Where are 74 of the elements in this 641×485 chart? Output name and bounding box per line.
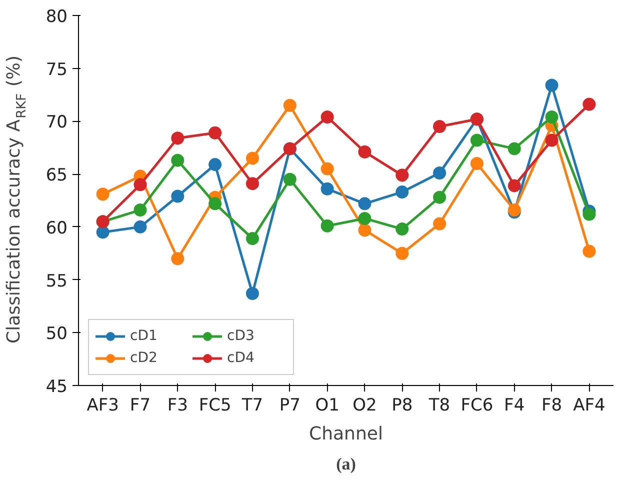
legend-label: cD1 (130, 328, 158, 344)
point (396, 246, 409, 260)
y-tick-label: 50 (46, 324, 68, 344)
point (320, 162, 334, 176)
point (171, 252, 184, 266)
x-tick-label: O1 (315, 396, 340, 416)
legend-label: cD3 (227, 328, 256, 344)
point (246, 232, 259, 246)
point (582, 98, 596, 111)
y-tick-label: 75 (46, 60, 68, 80)
x-tick-label: FC5 (198, 396, 232, 416)
point (508, 179, 521, 192)
point (582, 208, 596, 221)
point (246, 177, 259, 190)
y-tick-label: 45 (46, 377, 68, 397)
point (358, 197, 372, 210)
point (508, 204, 521, 216)
point (96, 226, 110, 239)
y-tick-label: 65 (46, 166, 68, 186)
x-tick-label: AF4 (573, 396, 606, 416)
x-tick-label: P7 (279, 396, 300, 416)
point (320, 182, 334, 196)
x-tick-label: F7 (130, 396, 151, 416)
y-tick-label: 55 (46, 271, 68, 292)
x-tick-label: FC6 (460, 396, 494, 416)
point (433, 217, 446, 230)
point (396, 222, 409, 236)
point (283, 172, 296, 186)
point (96, 188, 110, 201)
point (246, 287, 259, 300)
x-tick-label: F8 (541, 396, 562, 416)
point (246, 152, 259, 165)
point (470, 134, 484, 147)
point (396, 186, 409, 199)
legend-label: cD2 (130, 350, 158, 366)
x-tick-label: AF3 (86, 396, 119, 416)
point (208, 197, 222, 210)
y-tick-label: 60 (46, 218, 68, 238)
point (171, 190, 184, 203)
point (283, 98, 296, 112)
point (171, 132, 184, 145)
x-tick-label: T7 (240, 396, 264, 416)
point (582, 244, 596, 258)
point (508, 142, 521, 156)
x-axis-title: Channel (309, 424, 383, 444)
y-tick-label: 80 (46, 7, 68, 27)
point (358, 145, 372, 158)
point (134, 204, 147, 216)
point (470, 157, 484, 170)
x-tick-label: T8 (428, 396, 450, 416)
point (208, 126, 222, 140)
point (134, 178, 147, 192)
y-axis-title: Classification accuracy ARKF (%) (4, 56, 30, 344)
point (545, 134, 558, 147)
legend-label: cD4 (227, 350, 256, 366)
point (433, 120, 446, 133)
x-tick-label: F4 (504, 396, 525, 416)
point (433, 166, 446, 180)
point (208, 158, 222, 172)
text: (a) (336, 454, 356, 474)
point (396, 168, 409, 182)
x-tick-label: O2 (352, 396, 377, 416)
point (433, 190, 446, 204)
point (134, 220, 147, 234)
point (171, 154, 184, 167)
point (545, 78, 558, 92)
y-tick-label: 70 (46, 112, 68, 133)
point (320, 219, 334, 232)
point (545, 110, 558, 124)
x-tick-label: P8 (392, 396, 413, 416)
x-tick-label: F3 (167, 396, 188, 416)
point (358, 212, 372, 225)
point (320, 110, 334, 124)
point (358, 224, 372, 237)
